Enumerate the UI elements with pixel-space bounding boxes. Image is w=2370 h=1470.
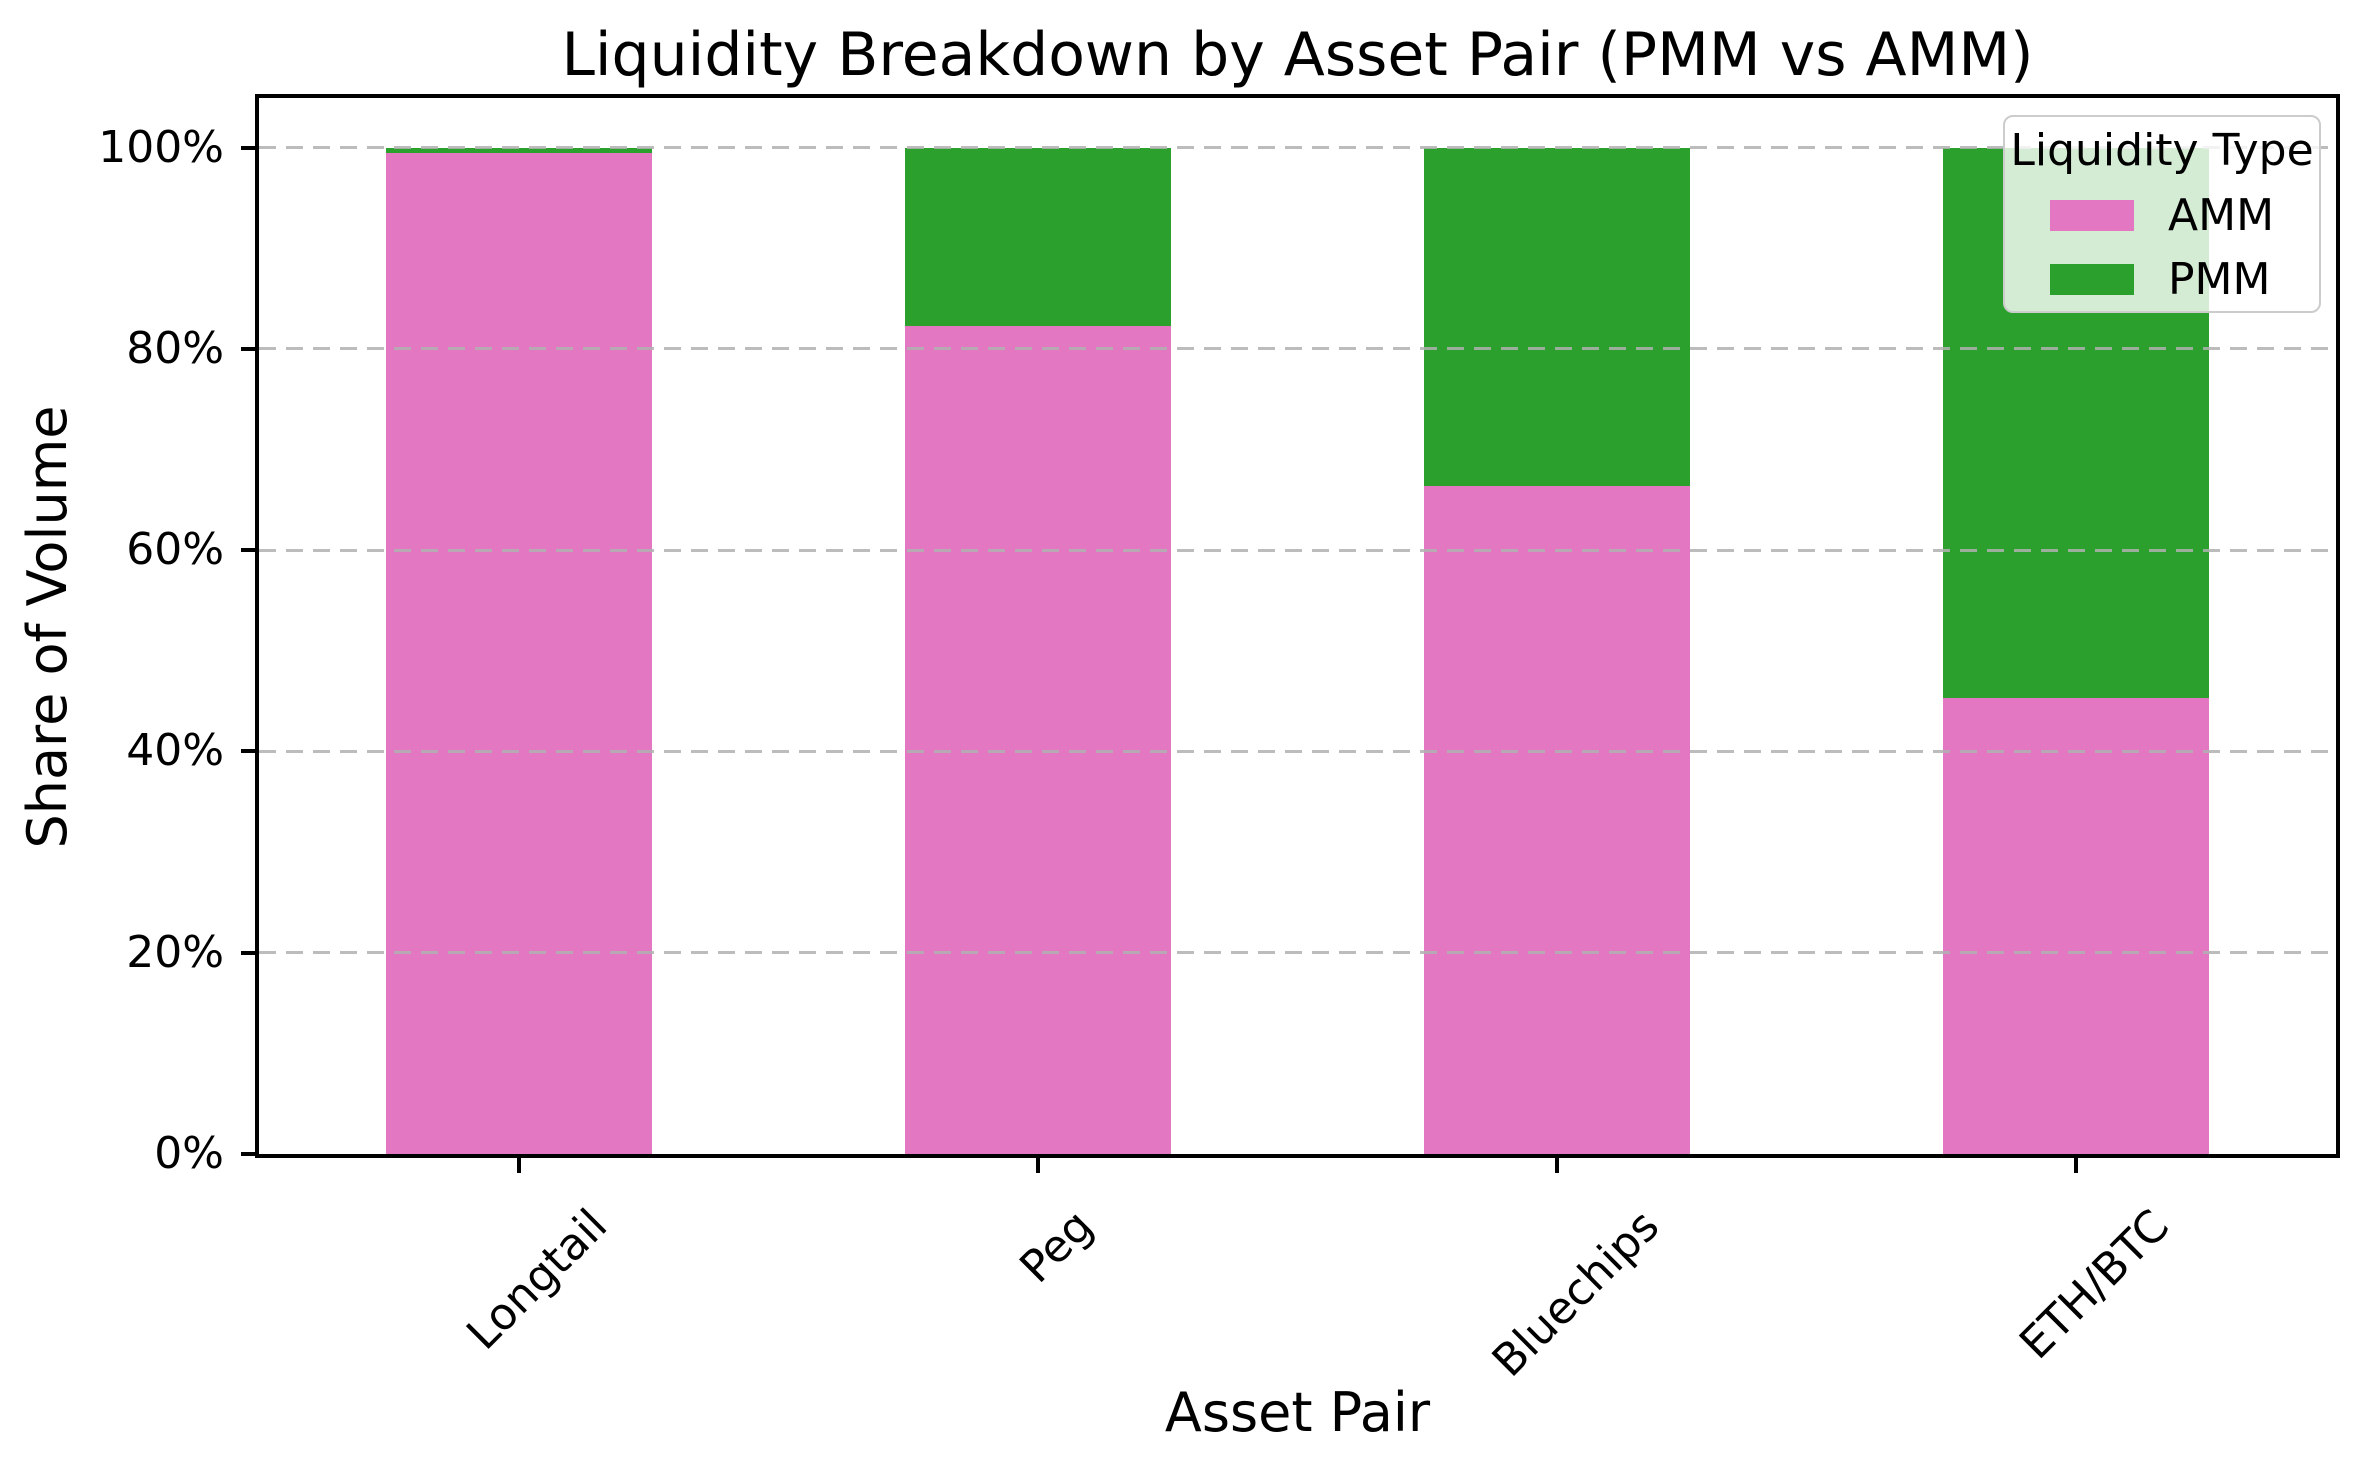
- x-tick-label-2: Bluechips: [1482, 1200, 1669, 1387]
- x-axis-label: Asset Pair: [1164, 1381, 1431, 1444]
- x-tick-mark-2: [1555, 1158, 1560, 1173]
- y-tick-mark-20: [241, 950, 255, 955]
- legend-title: Liquidity Type: [2010, 125, 2314, 176]
- y-tick-mark-40: [241, 749, 255, 754]
- y-tick-mark-60: [241, 548, 255, 553]
- y-tick-label-20: 20%: [126, 926, 224, 978]
- bar-segment-pmm-1: [904, 147, 1171, 326]
- y-tick-mark-80: [241, 346, 255, 351]
- x-tick-label-0: Longtail: [457, 1200, 618, 1361]
- y-tick-mark-100: [241, 145, 255, 150]
- legend: Liquidity Type AMM PMM: [2003, 115, 2321, 313]
- y-tick-label-100: 100%: [98, 121, 224, 173]
- legend-swatch-amm: [2050, 200, 2134, 231]
- y-tick-label-60: 60%: [126, 524, 224, 576]
- gridline-100: [259, 146, 2336, 149]
- bar-segment-pmm-2: [1424, 147, 1691, 486]
- gridline-40: [259, 749, 2336, 753]
- y-tick-mark-0: [241, 1152, 255, 1156]
- legend-row-amm: AMM: [2005, 193, 2319, 239]
- gridline-60: [259, 548, 2336, 552]
- x-tick-label-1: Peg: [1010, 1200, 1103, 1293]
- gridline-80: [259, 347, 2336, 351]
- bar-segment-amm-3: [1943, 698, 2210, 1154]
- y-tick-label-0: 0%: [154, 1128, 224, 1179]
- gridline-20: [259, 951, 2336, 955]
- legend-label-pmm: PMM: [2168, 254, 2271, 305]
- x-tick-mark-0: [516, 1158, 521, 1173]
- bar-segment-pmm-0: [385, 147, 652, 153]
- x-tick-mark-1: [1035, 1158, 1040, 1173]
- bar-segment-amm-0: [385, 152, 652, 1154]
- chart-title: Liquidity Breakdown by Asset Pair (PMM v…: [561, 20, 2034, 90]
- y-tick-label-40: 40%: [126, 725, 224, 777]
- bar-segment-amm-2: [1424, 485, 1691, 1154]
- legend-swatch-pmm: [2050, 264, 2134, 295]
- x-tick-mark-3: [2074, 1158, 2079, 1173]
- legend-label-amm: AMM: [2168, 190, 2275, 241]
- x-tick-label-3: ETH/BTC: [2010, 1200, 2180, 1370]
- bar-segment-amm-1: [904, 325, 1171, 1154]
- legend-row-pmm: PMM: [2005, 257, 2319, 303]
- y-axis-label: Share of Volume: [16, 405, 79, 849]
- y-tick-label-80: 80%: [126, 322, 224, 374]
